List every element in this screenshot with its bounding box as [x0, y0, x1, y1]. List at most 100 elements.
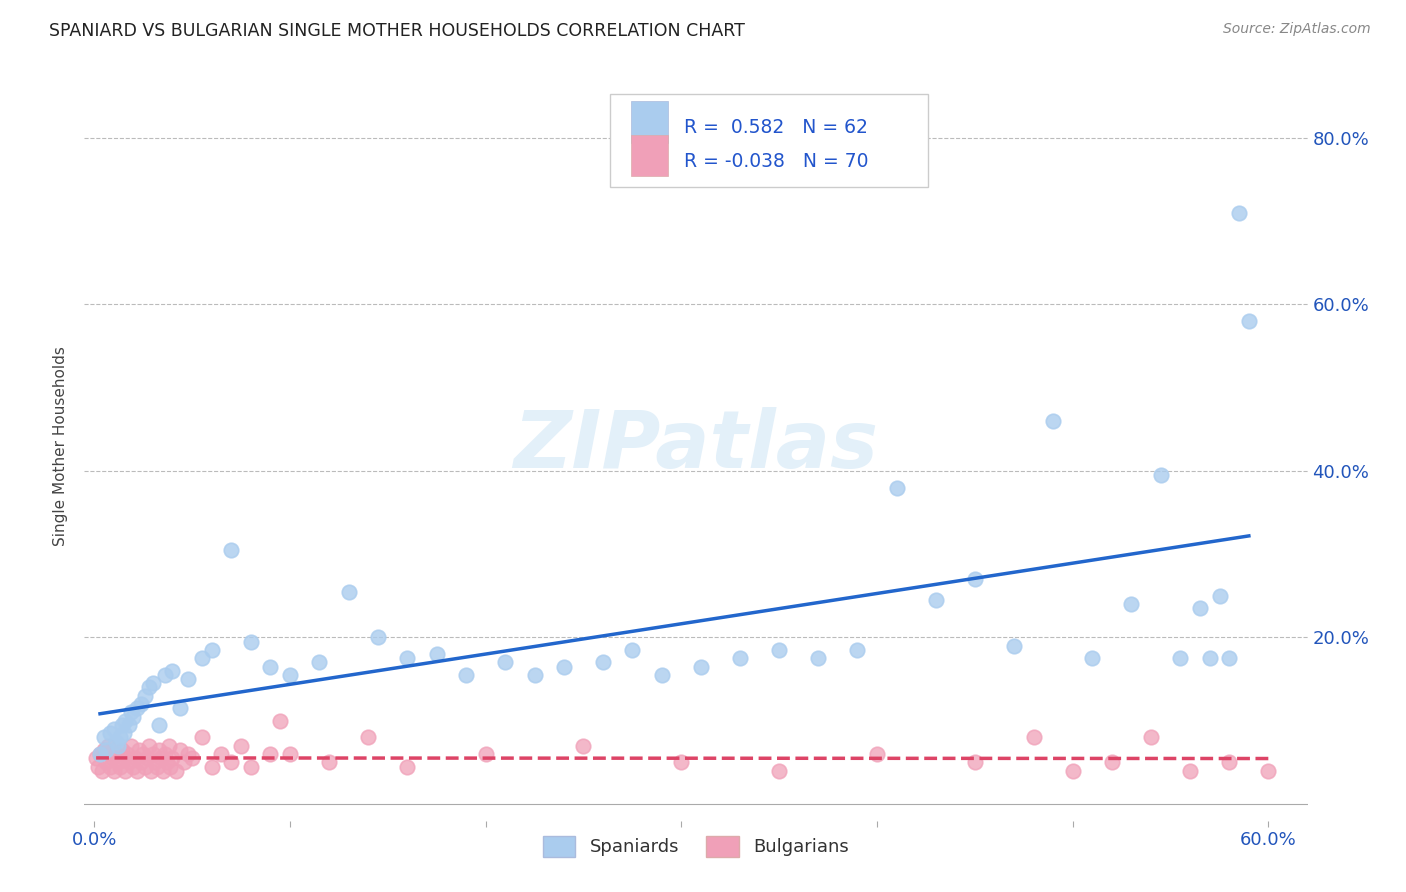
- Point: [93, 743, 115, 757]
- Point: [367, 631, 389, 645]
- Point: [1198, 651, 1220, 665]
- Point: [138, 739, 160, 753]
- Point: [114, 764, 136, 778]
- Point: [129, 697, 152, 711]
- Point: [104, 734, 127, 748]
- Point: [191, 651, 214, 665]
- Point: [120, 739, 142, 753]
- Point: [110, 718, 132, 732]
- Point: [1227, 206, 1250, 220]
- Point: [357, 731, 380, 745]
- Point: [807, 651, 830, 665]
- Point: [127, 764, 149, 778]
- Point: [269, 714, 291, 728]
- Text: SPANIARD VS BULGARIAN SINGLE MOTHER HOUSEHOLDS CORRELATION CHART: SPANIARD VS BULGARIAN SINGLE MOTHER HOUS…: [49, 22, 745, 40]
- Point: [118, 756, 141, 770]
- Point: [129, 756, 152, 770]
- Point: [278, 747, 301, 761]
- Point: [200, 643, 222, 657]
- Point: [149, 751, 172, 765]
- Point: [846, 643, 869, 657]
- Y-axis label: Single Mother Households: Single Mother Households: [53, 346, 69, 546]
- Point: [132, 747, 155, 761]
- Point: [107, 756, 129, 770]
- Point: [200, 759, 222, 773]
- Legend: Spaniards, Bulgarians: Spaniards, Bulgarians: [536, 829, 856, 864]
- FancyBboxPatch shape: [610, 94, 928, 187]
- Point: [89, 747, 111, 761]
- Point: [142, 747, 165, 761]
- Point: [165, 764, 187, 778]
- Point: [110, 743, 132, 757]
- Text: R =  0.582   N = 62: R = 0.582 N = 62: [683, 118, 868, 137]
- Text: ZIPatlas: ZIPatlas: [513, 407, 879, 485]
- Point: [148, 743, 170, 757]
- Point: [122, 709, 145, 723]
- Point: [136, 751, 159, 765]
- Point: [114, 714, 136, 728]
- Point: [112, 726, 135, 740]
- Point: [138, 681, 160, 695]
- Point: [396, 651, 419, 665]
- Point: [523, 668, 546, 682]
- Point: [454, 668, 477, 682]
- Point: [87, 759, 110, 773]
- Point: [153, 747, 176, 761]
- Point: [318, 756, 340, 770]
- Point: [91, 764, 114, 778]
- Point: [134, 689, 156, 703]
- Point: [169, 743, 191, 757]
- Point: [100, 751, 122, 765]
- Point: [120, 706, 142, 720]
- Point: [866, 747, 889, 761]
- Point: [259, 659, 281, 673]
- Point: [494, 656, 516, 670]
- Point: [118, 718, 141, 732]
- Point: [209, 747, 232, 761]
- Point: [173, 756, 195, 770]
- Point: [128, 743, 150, 757]
- Point: [651, 668, 673, 682]
- Point: [1257, 764, 1279, 778]
- Point: [768, 764, 790, 778]
- Point: [1101, 756, 1123, 770]
- FancyBboxPatch shape: [631, 135, 668, 177]
- Point: [1170, 651, 1192, 665]
- Point: [671, 756, 693, 770]
- Point: [1121, 597, 1143, 611]
- Point: [1188, 601, 1211, 615]
- Point: [153, 668, 176, 682]
- Point: [1140, 731, 1163, 745]
- Point: [177, 747, 200, 761]
- Point: [768, 643, 790, 657]
- Point: [177, 672, 200, 686]
- Point: [98, 726, 121, 740]
- Point: [89, 747, 111, 761]
- Point: [396, 759, 419, 773]
- Point: [239, 759, 262, 773]
- Point: [108, 759, 131, 773]
- Point: [162, 751, 184, 765]
- Point: [553, 659, 575, 673]
- Point: [94, 743, 117, 757]
- Point: [219, 543, 242, 558]
- Point: [592, 656, 614, 670]
- Point: [139, 764, 162, 778]
- Point: [1218, 651, 1240, 665]
- Point: [621, 643, 644, 657]
- Point: [426, 647, 449, 661]
- Point: [157, 739, 180, 753]
- Point: [1002, 639, 1025, 653]
- Text: Source: ZipAtlas.com: Source: ZipAtlas.com: [1223, 22, 1371, 37]
- Point: [98, 759, 121, 773]
- Point: [219, 756, 242, 770]
- Point: [1218, 756, 1240, 770]
- Point: [148, 718, 170, 732]
- Point: [1022, 731, 1045, 745]
- Point: [159, 759, 181, 773]
- Point: [93, 731, 115, 745]
- Point: [474, 747, 496, 761]
- Point: [963, 756, 986, 770]
- Point: [146, 759, 169, 773]
- Point: [886, 481, 908, 495]
